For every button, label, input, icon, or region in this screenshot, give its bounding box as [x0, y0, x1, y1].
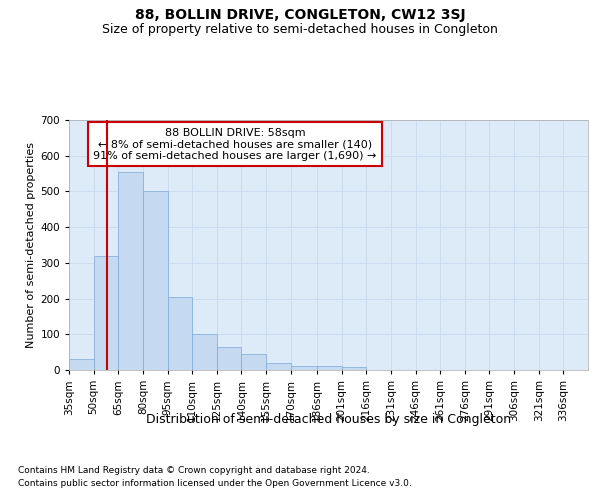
Bar	[241, 354, 266, 370]
Bar	[94, 256, 118, 370]
Text: Distribution of semi-detached houses by size in Congleton: Distribution of semi-detached houses by …	[146, 412, 511, 426]
Y-axis label: Number of semi-detached properties: Number of semi-detached properties	[26, 142, 36, 348]
Text: Contains HM Land Registry data © Crown copyright and database right 2024.: Contains HM Land Registry data © Crown c…	[18, 466, 370, 475]
Bar	[143, 192, 167, 370]
Bar	[217, 347, 241, 370]
Bar	[69, 360, 94, 370]
Bar	[291, 366, 317, 370]
Bar	[266, 363, 291, 370]
Bar	[341, 367, 366, 370]
Text: Contains public sector information licensed under the Open Government Licence v3: Contains public sector information licen…	[18, 479, 412, 488]
Text: Size of property relative to semi-detached houses in Congleton: Size of property relative to semi-detach…	[102, 22, 498, 36]
Bar	[118, 172, 143, 370]
Text: 88, BOLLIN DRIVE, CONGLETON, CW12 3SJ: 88, BOLLIN DRIVE, CONGLETON, CW12 3SJ	[134, 8, 466, 22]
Bar	[192, 334, 217, 370]
Text: 88 BOLLIN DRIVE: 58sqm
← 8% of semi-detached houses are smaller (140)
91% of sem: 88 BOLLIN DRIVE: 58sqm ← 8% of semi-deta…	[94, 128, 377, 160]
Bar	[167, 297, 192, 370]
Bar	[317, 366, 341, 370]
